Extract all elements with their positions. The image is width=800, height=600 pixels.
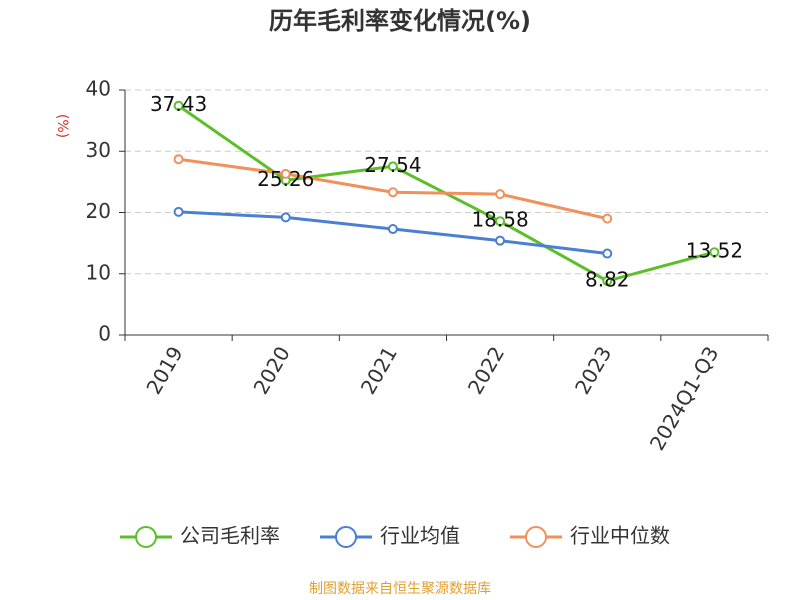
data-point [495,216,506,227]
value-label: 8.82 [585,267,630,291]
data-point [173,154,184,165]
data-point [602,275,613,286]
x-tick-label: 2019 [141,342,187,398]
data-point [602,248,613,259]
x-tick-label: 2023 [570,342,616,398]
legend-item: 行业中位数 [510,524,670,548]
legend-marker [335,526,357,548]
data-point [709,247,720,258]
data-point [602,213,613,224]
value-label: 27.54 [364,153,421,177]
value-label: 13.52 [686,239,743,263]
x-tick-label: 2020 [249,342,295,398]
x-tick-label: 2022 [463,342,509,398]
data-point [387,187,398,198]
legend-label: 行业中位数 [570,524,670,548]
y-axis-label: (%) [54,114,70,138]
data-point [280,212,291,223]
data-point [495,189,506,200]
y-tick-label: 20 [86,199,111,223]
data-point [173,206,184,217]
data-point [387,161,398,172]
data-point [495,235,506,246]
value-label: 37.43 [150,92,207,116]
legend-marker [135,526,157,548]
y-tick-label: 0 [98,322,111,346]
legend-label: 公司毛利率 [180,524,280,548]
source-note: 制图数据来自恒生聚源数据库 [309,581,491,597]
data-point [280,168,291,179]
y-tick-label: 30 [86,138,111,162]
legend-item: 公司毛利率 [120,524,280,548]
legend-label: 行业均值 [380,524,460,548]
chart-title: 历年毛利率变化情况(%) [269,7,531,35]
legend-marker [525,526,547,548]
y-tick-label: 40 [86,77,111,101]
x-tick-label: 2024Q1-Q3 [645,342,724,454]
legend-item: 行业均值 [320,524,460,548]
value-label: 25.26 [257,167,314,191]
value-label: 18.58 [471,208,528,232]
y-tick-label: 10 [86,260,111,284]
data-point [173,100,184,111]
x-tick-label: 2021 [356,342,402,398]
data-point [387,224,398,235]
